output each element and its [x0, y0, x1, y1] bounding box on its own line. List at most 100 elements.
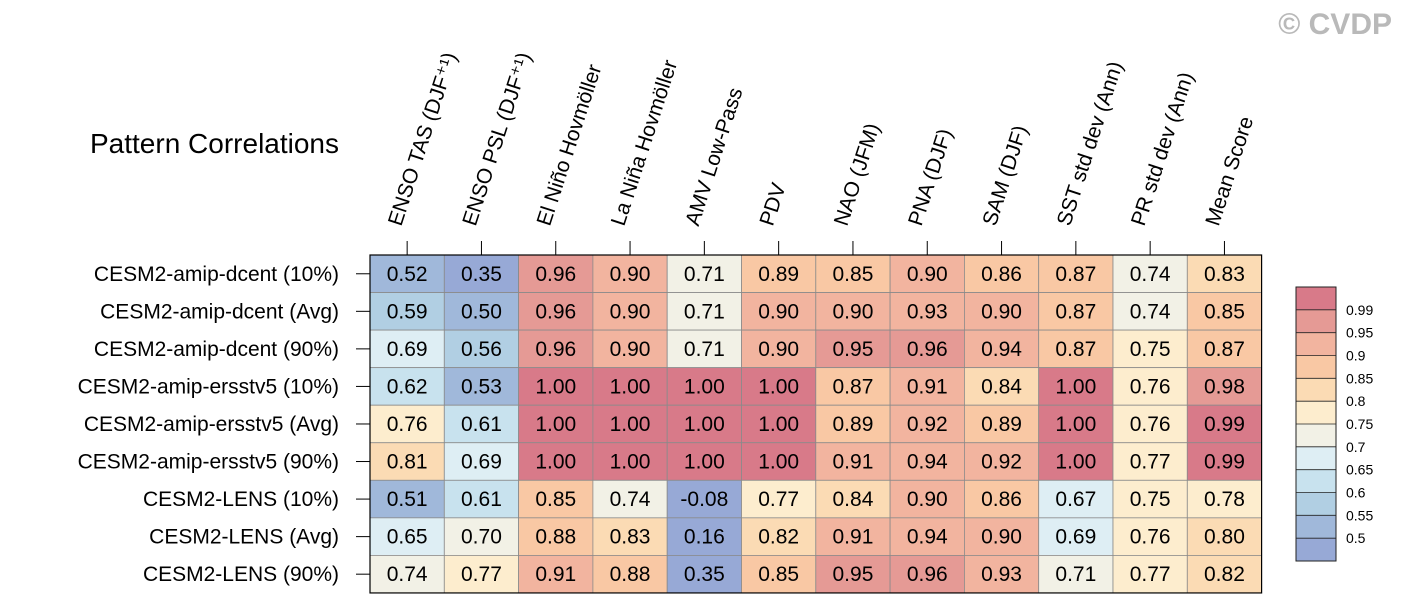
cell-value: 0.81	[387, 451, 428, 474]
cell-value: 0.90	[758, 300, 799, 323]
cell-value: 1.00	[610, 375, 651, 398]
column-label: PR std dev (Ann)	[1127, 69, 1198, 228]
cell-value: 0.35	[684, 563, 725, 586]
heatmap-cell	[964, 479, 1040, 519]
cell-value: 0.74	[387, 563, 428, 586]
cell-value: 0.90	[981, 300, 1022, 323]
cell-value: 1.00	[1055, 375, 1096, 398]
cell-value: 0.85	[535, 488, 576, 511]
heatmap-cell	[369, 367, 445, 406]
cell-value: 0.77	[461, 563, 502, 586]
row-label: CESM2-LENS (90%)	[143, 563, 339, 586]
heatmap-cell	[666, 292, 742, 331]
heatmap-cell	[443, 479, 519, 519]
cell-value: 1.00	[684, 375, 725, 398]
heatmap-cell	[741, 517, 817, 556]
heatmap-cell	[815, 479, 891, 519]
column-label: ENSO TAS (DJF⁺¹)	[384, 50, 462, 229]
cell-value: 0.91	[535, 563, 576, 586]
heatmap-cell	[1038, 517, 1114, 556]
cell-value: 0.89	[981, 413, 1022, 436]
cell-value: 0.80	[1204, 526, 1245, 549]
colorbar-tick-label: 0.95	[1346, 325, 1373, 341]
chart-title: Pattern Correlations	[90, 128, 339, 159]
heatmap-cell	[518, 292, 594, 331]
column-label: NAO (JFM)	[830, 120, 885, 228]
heatmap-cell	[889, 329, 965, 369]
heatmap-cell	[666, 329, 742, 369]
heatmap-cell	[592, 555, 668, 594]
cell-value: 0.87	[833, 375, 874, 398]
cell-value: 0.77	[758, 488, 799, 511]
heatmap-cell	[666, 442, 742, 481]
heatmap-cell	[889, 367, 965, 406]
cell-value: 0.16	[684, 526, 725, 549]
heatmap-cell	[369, 442, 445, 481]
heatmap-cell	[964, 517, 1040, 556]
heatmap-cell	[369, 292, 445, 331]
cell-value: 0.93	[981, 563, 1022, 586]
cell-value: 0.90	[833, 300, 874, 323]
colorbar-swatch	[1296, 378, 1336, 402]
colorbar-tick-label: 0.55	[1346, 507, 1373, 523]
row-labels: CESM2-amip-dcent (10%) CESM2-amip-dcent (…	[78, 263, 370, 586]
cell-value: 0.71	[684, 338, 725, 361]
heatmap-cell	[741, 555, 817, 594]
cell-value: 0.67	[1055, 488, 1096, 511]
cell-value: 0.62	[387, 375, 428, 398]
heatmap-cell	[592, 479, 668, 519]
heatmap-cell	[741, 479, 817, 519]
colorbar-tick-label: 0.9	[1346, 348, 1366, 364]
heatmap-cell	[592, 292, 668, 331]
cell-value: 0.69	[461, 451, 502, 474]
column-label: La Niña Hovmöller	[607, 57, 682, 228]
heatmap-cell	[369, 555, 445, 594]
heatmap-cell	[1038, 442, 1114, 481]
cell-value: 0.90	[610, 263, 651, 286]
cell-value: 0.87	[1055, 338, 1096, 361]
cell-value: 0.93	[907, 300, 948, 323]
cell-value: 0.88	[610, 563, 651, 586]
cell-value: 0.84	[981, 375, 1022, 398]
heatmap-cell	[1186, 442, 1263, 481]
row-label: CESM2-amip-dcent (10%)	[94, 263, 339, 286]
cell-value: -0.08	[680, 488, 728, 511]
heatmap-cell	[741, 404, 817, 444]
cell-value: 0.96	[907, 338, 948, 361]
cell-value: 0.52	[387, 263, 428, 286]
cell-value: 0.95	[833, 338, 874, 361]
heatmap-cell	[592, 404, 668, 444]
cell-value: 0.95	[833, 563, 874, 586]
column-label: PDV	[756, 180, 791, 228]
cell-value: 0.99	[1204, 413, 1245, 436]
colorbar-tick-label: 0.6	[1346, 485, 1366, 501]
cell-value: 0.90	[981, 526, 1022, 549]
cell-value: 0.75	[1130, 338, 1171, 361]
heatmap-cell	[889, 555, 965, 594]
cell-value: 0.74	[1130, 263, 1171, 286]
cell-value: 1.00	[684, 413, 725, 436]
cell-value: 0.70	[461, 526, 502, 549]
cell-value: 0.85	[758, 563, 799, 586]
cell-value: 0.91	[833, 451, 874, 474]
cell-value: 0.91	[833, 526, 874, 549]
row-label: CESM2-amip-dcent (Avg)	[100, 300, 339, 323]
colorbar-swatch	[1296, 287, 1336, 310]
heatmap-cell	[815, 517, 891, 556]
heatmap-cell	[889, 517, 965, 556]
cell-value: 0.83	[610, 526, 651, 549]
heatmap-cell	[964, 367, 1040, 406]
cell-value: 0.77	[1130, 563, 1171, 586]
heatmap-cell	[1112, 404, 1188, 444]
cell-value: 0.75	[1130, 488, 1171, 511]
cell-value: 0.35	[461, 263, 502, 286]
cell-value: 1.00	[758, 375, 799, 398]
cell-value: 0.71	[1055, 563, 1096, 586]
colorbar-tick-label: 0.99	[1346, 302, 1373, 318]
heatmap-cell	[1186, 292, 1263, 331]
cell-value: 0.90	[758, 338, 799, 361]
cell-value: 0.82	[758, 526, 799, 549]
cell-value: 0.85	[1204, 300, 1245, 323]
colorbar-swatch	[1296, 424, 1336, 447]
